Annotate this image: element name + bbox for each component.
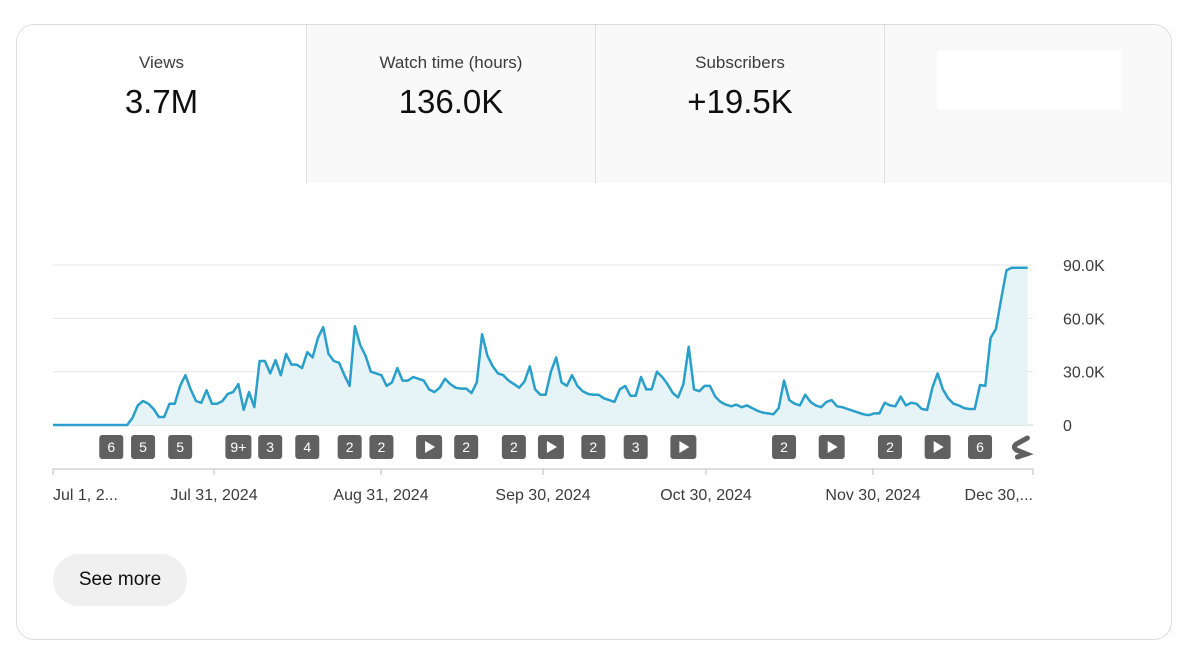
x-tick-label: Nov 30, 2024 — [825, 487, 920, 504]
shorts-marker-icon — [1011, 435, 1034, 460]
views-chart-svg: 0 30.0K 60.0K 90.0K Jul 1, 2... Jul 31, 2024 A… — [52, 258, 1105, 504]
see-more-button[interactable]: See more — [53, 554, 187, 606]
upload-count-marker — [337, 435, 362, 459]
upload-count-marker — [369, 435, 394, 459]
upload-count-label: 2 — [780, 439, 788, 455]
y-tick-label: 30.0K — [1063, 365, 1105, 382]
upload-count-label: 6 — [107, 439, 115, 455]
upload-count-label: 2 — [886, 439, 894, 455]
tab-subscribers-label: Subscribers — [695, 53, 785, 72]
upload-count-marker — [877, 435, 902, 459]
analytics-card: Views 3.7M Watch time (hours) 136.0K Sub… — [16, 24, 1172, 640]
tab-subscribers[interactable]: Subscribers +19.5K — [595, 25, 884, 183]
views-chart: 0 30.0K 60.0K 90.0K Jul 1, 2... Jul 31, 2024 A… — [17, 25, 1171, 639]
play-icon — [546, 441, 557, 453]
tab-views-value: 3.7M — [124, 83, 199, 120]
metric-tabs: Views 3.7M Watch time (hours) 136.0K Sub… — [17, 25, 1171, 183]
x-tick-label: Dec 30,... — [965, 487, 1033, 504]
upload-count-marker — [968, 435, 993, 459]
tab-watch-time-value: 136.0K — [398, 83, 504, 120]
upload-count-label: 2 — [378, 439, 386, 455]
upload-count-marker — [225, 435, 252, 459]
upload-count-marker — [168, 435, 193, 459]
upload-count-label: 2 — [510, 439, 518, 455]
redacted-revenue-value — [937, 51, 1121, 109]
x-tick-label: Jul 1, 2... — [53, 487, 118, 504]
play-icon — [933, 441, 944, 453]
tab-estimated-revenue[interactable]: Estimated revenue — [884, 25, 1171, 183]
x-tick-label: Oct 30, 2024 — [660, 487, 752, 504]
upload-count-marker — [131, 435, 156, 459]
upload-count-marker — [258, 435, 283, 459]
upload-count-marker — [99, 435, 124, 459]
play-icon — [679, 441, 690, 453]
tab-views[interactable]: Views 3.7M — [17, 25, 306, 183]
tab-subscribers-value: +19.5K — [687, 83, 793, 120]
upload-count-label: 2 — [462, 439, 470, 455]
upload-count-label: 3 — [266, 439, 274, 455]
upload-count-marker — [501, 435, 526, 459]
play-icon — [827, 441, 838, 453]
views-line — [53, 266, 1028, 427]
upload-count-label: 4 — [303, 439, 311, 455]
upload-count-marker — [623, 435, 648, 459]
upload-count-marker — [295, 435, 320, 459]
upload-count-label: 2 — [589, 439, 597, 455]
upload-count-label: 2 — [346, 439, 354, 455]
y-tick-label: 90.0K — [1063, 258, 1105, 275]
upload-count-marker — [772, 435, 797, 459]
x-tick-label: Aug 31, 2024 — [333, 487, 428, 504]
upload-count-label: 6 — [976, 439, 984, 455]
upload-count-marker — [454, 435, 479, 459]
upload-count-label: 5 — [139, 439, 147, 455]
upload-count-label: 5 — [176, 439, 184, 455]
y-tick-label: 60.0K — [1063, 311, 1105, 328]
upload-count-label: 9+ — [230, 439, 246, 455]
x-tick-label: Sep 30, 2024 — [495, 487, 590, 504]
x-tick-label: Jul 31, 2024 — [170, 487, 257, 504]
tab-watch-time[interactable]: Watch time (hours) 136.0K — [306, 25, 595, 183]
tab-watch-time-label: Watch time (hours) — [379, 53, 523, 72]
tab-views-label: Views — [138, 53, 185, 72]
upload-count-marker — [581, 435, 606, 459]
upload-count-label: 3 — [632, 439, 640, 455]
play-icon — [425, 441, 436, 453]
y-tick-label: 0 — [1063, 418, 1072, 435]
